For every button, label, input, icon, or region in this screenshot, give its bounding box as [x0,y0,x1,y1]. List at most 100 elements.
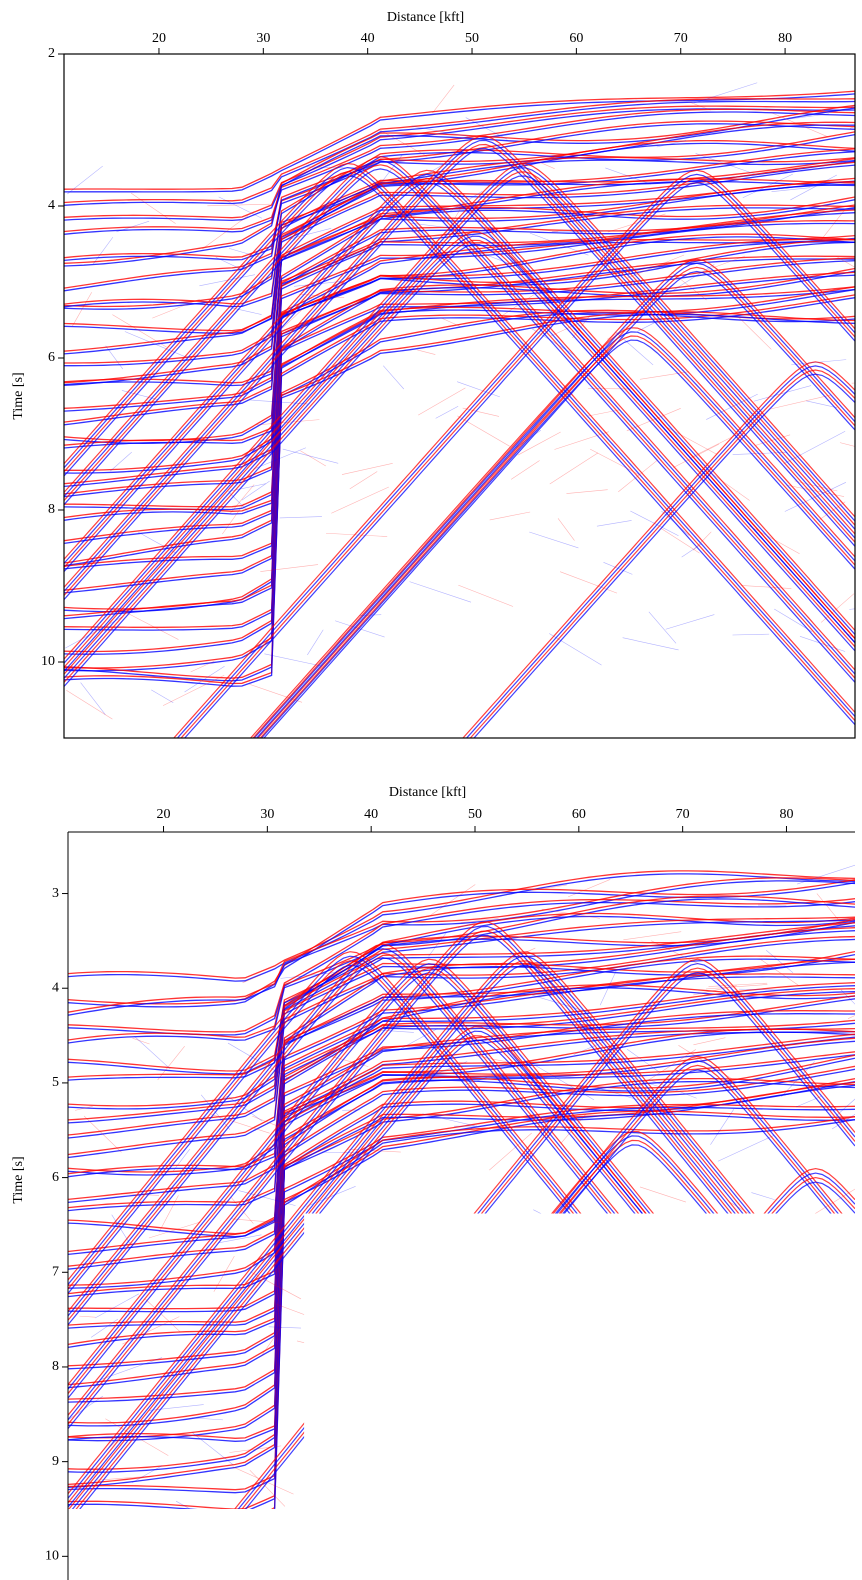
seismic-texture [229,248,261,258]
seismic-texture [707,255,746,271]
seismic-texture [769,1399,801,1407]
seismic-texture [306,166,358,169]
seismic-event [64,177,855,409]
y-tick-label: 8 [48,502,55,517]
seismic-texture [97,1475,154,1481]
seismic-texture [728,1201,790,1238]
seismic-event [260,339,855,738]
seismic-event [64,237,855,511]
seismic-event [68,955,855,1499]
seismic-event [68,921,855,1416]
seismic-event [64,294,855,669]
seismic-texture [68,1395,104,1421]
seismic-texture [341,463,393,475]
seismic-texture [238,1190,296,1206]
seismic-texture [108,1424,134,1449]
seismic-texture [349,471,378,490]
seismic-texture [673,443,720,468]
seismic-texture [328,1317,374,1341]
seismic-texture [587,409,620,417]
seismic-texture [83,1115,122,1153]
seismic-event [64,241,855,545]
seismic-event [64,105,855,219]
seismic-texture [795,1096,822,1108]
seismic-texture [663,1371,683,1388]
seismic-texture [566,489,608,494]
seismic-texture [738,316,772,350]
seismic-event [469,369,855,738]
seismic-event [64,260,855,594]
seismic-texture [551,230,603,233]
x-axis-label: Distance [kft] [389,785,466,800]
seismic-texture [536,160,555,169]
seismic-event [68,1118,855,1509]
x-tick-label: 80 [779,807,793,822]
seismic-texture [662,264,715,298]
seismic-event [68,976,855,1212]
seismic-texture [541,908,600,919]
seismic-event [244,1130,855,1509]
seismic-event [68,1068,855,1442]
seismic-texture [739,988,790,991]
seismic-event [68,987,855,1238]
seismic-texture [253,447,307,470]
seismic-event [64,241,855,567]
seismic-event [64,155,855,671]
seismic-texture [261,1326,282,1356]
seismic-texture [790,174,837,201]
seismic-event [68,895,855,1041]
seismic-texture [409,222,455,229]
seismic-texture [116,220,150,233]
seismic-event [172,967,855,1509]
y-tick-label: 8 [52,1359,59,1374]
seismic-event [263,270,855,738]
seismic-texture [789,1310,837,1336]
seismic-texture [407,229,427,240]
seismic-texture [717,1135,775,1162]
seismic-texture [105,345,124,370]
seismic-texture [320,1340,382,1357]
seismic-texture [598,1253,634,1280]
seismic-texture [791,359,847,366]
seismic-texture [432,84,455,114]
seismic-texture [279,228,332,242]
y-tick-label: 6 [48,350,55,365]
seismic-texture [299,293,345,298]
seismic-texture [843,631,855,639]
y-axis-label: Time [s] [11,372,26,419]
seismic-event [454,1167,855,1509]
seismic-event [64,312,855,682]
seismic-texture [529,531,579,549]
seismic-event [68,880,855,1016]
seismic-texture [459,244,509,264]
seismic-event [64,143,855,596]
seismic-texture [656,140,687,148]
seismic-texture [850,104,855,108]
seismic-event [64,100,855,206]
seismic-event [64,173,855,635]
seismic-event [68,1081,855,1486]
seismic-texture [594,1320,650,1330]
seismic-texture [417,349,436,355]
seismic-texture [260,564,319,572]
seismic-event [64,309,855,679]
seismic-event [64,180,855,423]
seismic-texture [93,236,114,265]
seismic-texture [75,1106,93,1111]
seismic-texture [693,985,737,996]
seismic-texture [151,689,174,704]
seismic-texture [753,385,812,402]
seismic-texture [666,426,718,455]
seismic-texture [794,480,838,492]
seismic-texture [249,399,308,405]
seismic-image [68,864,855,1509]
seismic-texture [435,405,459,419]
seismic-event [68,919,855,1081]
seismic-texture [835,1081,855,1117]
seismic-event [68,964,855,1508]
seismic-event [461,1172,855,1509]
seismic-texture [494,294,535,321]
seismic-texture [836,256,855,268]
seismic-texture [665,614,715,630]
